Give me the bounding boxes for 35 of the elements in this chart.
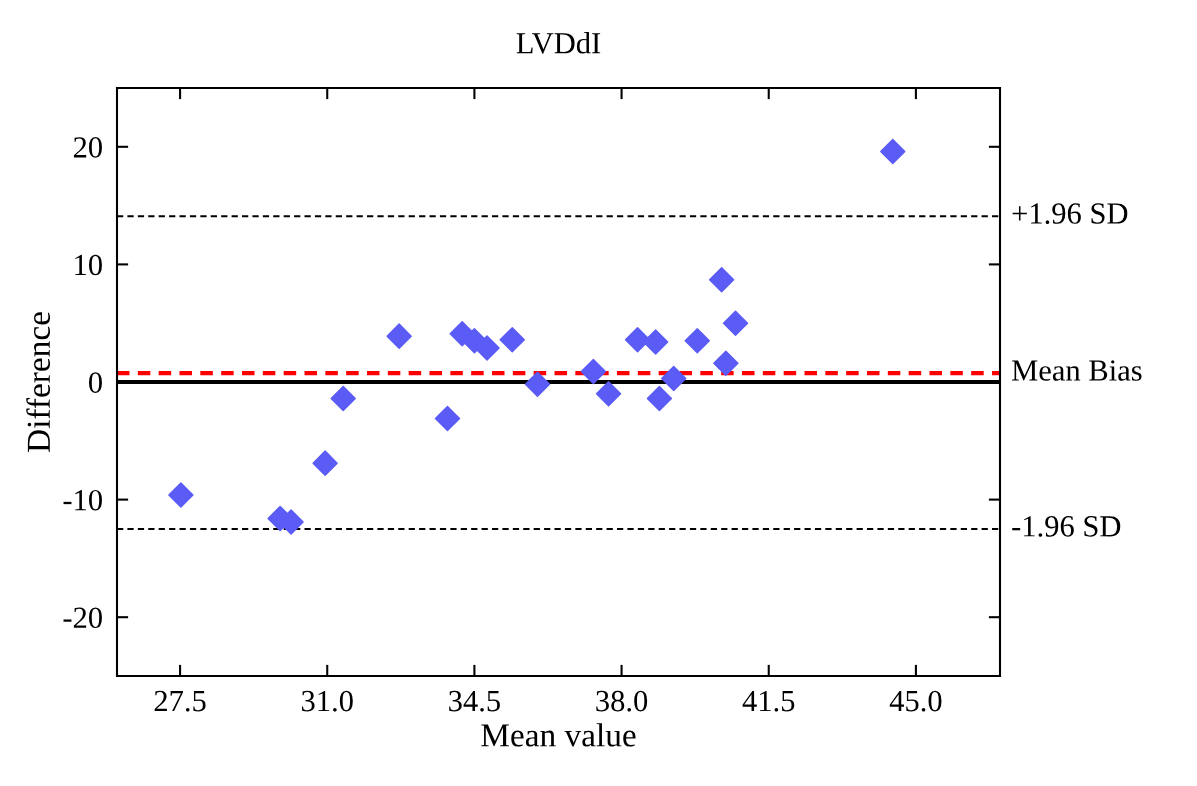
point: [580, 358, 607, 385]
x-tick-label: 31.0: [301, 690, 353, 712]
ref-line-label: +1.96 SD: [1012, 203, 1128, 224]
point: [708, 266, 735, 293]
point: [386, 323, 412, 349]
point: [312, 450, 338, 476]
y-axis-title: Difference: [26, 312, 51, 452]
x-tick-label: 38.0: [596, 690, 648, 712]
point: [595, 381, 622, 407]
x-tick-label: 27.5: [154, 690, 206, 712]
point: [660, 365, 687, 392]
point: [330, 385, 356, 412]
point: [642, 329, 669, 355]
y-tick-label: 20: [73, 137, 102, 158]
point: [168, 482, 194, 508]
y-tick-label: -10: [63, 489, 102, 511]
point: [722, 310, 749, 336]
y-tick-label: 10: [75, 254, 102, 276]
chart-title: LVDdI: [516, 32, 601, 54]
x-tick-label: 41.5: [742, 690, 795, 712]
x-axis-title: Mean value: [481, 723, 636, 747]
point: [524, 371, 551, 398]
x-tick-label: 45.0: [889, 690, 942, 712]
point: [499, 326, 525, 353]
y-tick-label: 0: [89, 372, 102, 393]
point: [713, 350, 739, 376]
point: [474, 335, 500, 361]
ref-line-label: -1.96 SD: [1012, 516, 1121, 537]
point: [880, 138, 906, 165]
ref-line-label: Mean Bias: [1011, 360, 1142, 381]
point: [646, 385, 673, 412]
point: [684, 328, 710, 354]
y-tick-label: -20: [63, 607, 102, 629]
point: [434, 405, 461, 432]
x-tick-label: 34.5: [449, 690, 500, 712]
